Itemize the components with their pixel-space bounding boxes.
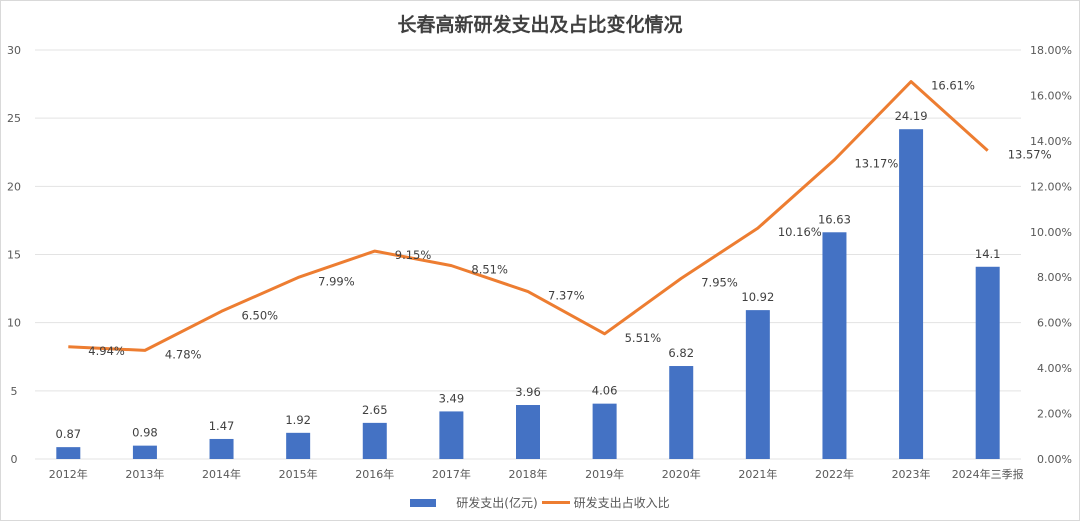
bar-data-label: 1.47 <box>209 419 235 433</box>
bar-data-label: 14.1 <box>975 247 1001 261</box>
x-tick-label: 2022年 <box>815 467 854 481</box>
x-tick-label: 2017年 <box>432 467 471 481</box>
bar-data-label: 4.06 <box>592 384 618 398</box>
bar-data-label: 3.96 <box>515 385 541 399</box>
bar <box>592 403 617 459</box>
line-data-label: 13.17% <box>854 157 898 171</box>
bar-data-label: 2.65 <box>362 403 388 417</box>
x-tick-label: 2012年 <box>49 467 88 481</box>
y-right-tick-label: 10.00% <box>1030 226 1072 239</box>
bar-data-label: 10.92 <box>741 290 774 304</box>
legend-bar-label: 研发支出(亿元) <box>456 496 538 510</box>
bar-data-label: 3.49 <box>439 391 465 405</box>
y-left-tick-label: 15 <box>7 249 21 262</box>
bar <box>516 405 540 459</box>
line-data-label: 9.15% <box>395 248 432 262</box>
line-data-label: 7.95% <box>701 275 738 289</box>
y-left-tick-label: 0 <box>11 453 18 466</box>
y-right-tick-label: 14.00% <box>1030 135 1072 148</box>
y-right-tick-label: 4.00% <box>1037 362 1072 375</box>
x-tick-label: 2015年 <box>279 467 318 481</box>
x-tick-label: 2013年 <box>125 467 164 481</box>
bar <box>209 438 234 459</box>
x-tick-label: 2024年三季报 <box>952 467 1024 481</box>
bar <box>822 232 847 459</box>
bar <box>899 129 924 460</box>
bar-data-label: 0.87 <box>56 427 82 441</box>
y-left-tick-label: 20 <box>7 180 21 193</box>
line-data-label: 8.51% <box>471 263 508 277</box>
line-data-label: 5.51% <box>625 331 662 345</box>
line-data-label: 7.99% <box>318 274 355 288</box>
bar-data-label: 6.82 <box>668 346 694 360</box>
bar <box>56 447 81 459</box>
bar-data-label: 24.19 <box>895 109 928 123</box>
x-tick-label: 2019年 <box>585 467 624 481</box>
line-data-label: 13.57% <box>1008 148 1052 162</box>
y-right-tick-label: 8.00% <box>1037 271 1072 284</box>
bar <box>439 411 464 459</box>
y-left-tick-label: 10 <box>7 317 21 330</box>
bar <box>975 266 1000 459</box>
x-tick-label: 2016年 <box>355 467 394 481</box>
legend: 研发支出(亿元) 研发支出占收入比 <box>0 494 1080 511</box>
bar-data-label: 0.98 <box>132 426 158 440</box>
bar <box>362 422 387 459</box>
bar-data-label: 16.63 <box>818 212 851 226</box>
line-data-label: 16.61% <box>931 79 975 93</box>
bar-data-label: 1.92 <box>285 413 311 427</box>
bar <box>669 366 694 459</box>
x-tick-label: 2020年 <box>662 467 701 481</box>
y-left-tick-label: 30 <box>7 44 21 57</box>
chart-title: 长春高新研发支出及占比变化情况 <box>397 14 683 36</box>
bar <box>132 445 157 459</box>
x-tick-label: 2018年 <box>509 467 548 481</box>
bar <box>745 310 770 459</box>
x-tick-label: 2014年 <box>202 467 241 481</box>
bar <box>286 432 311 459</box>
y-left-tick-label: 5 <box>11 385 18 398</box>
y-right-tick-label: 16.00% <box>1030 89 1072 102</box>
y-right-tick-label: 2.00% <box>1037 408 1072 421</box>
y-right-tick-label: 18.00% <box>1030 44 1072 57</box>
legend-line-label: 研发支出占收入比 <box>573 496 670 510</box>
line-data-label: 6.50% <box>242 308 279 322</box>
y-left-tick-label: 25 <box>7 112 21 125</box>
line-data-label: 7.37% <box>548 289 585 303</box>
x-tick-label: 2021年 <box>738 467 777 481</box>
y-right-tick-label: 6.00% <box>1037 317 1072 330</box>
y-right-tick-label: 0.00% <box>1037 453 1072 466</box>
line-data-label: 4.78% <box>165 347 202 361</box>
line-data-label: 10.16% <box>778 225 822 239</box>
y-right-tick-label: 12.00% <box>1030 180 1072 193</box>
legend-bar-swatch <box>410 498 437 507</box>
x-tick-label: 2023年 <box>892 467 931 481</box>
legend-line-swatch <box>541 501 570 504</box>
line-data-label: 4.94% <box>88 344 125 358</box>
